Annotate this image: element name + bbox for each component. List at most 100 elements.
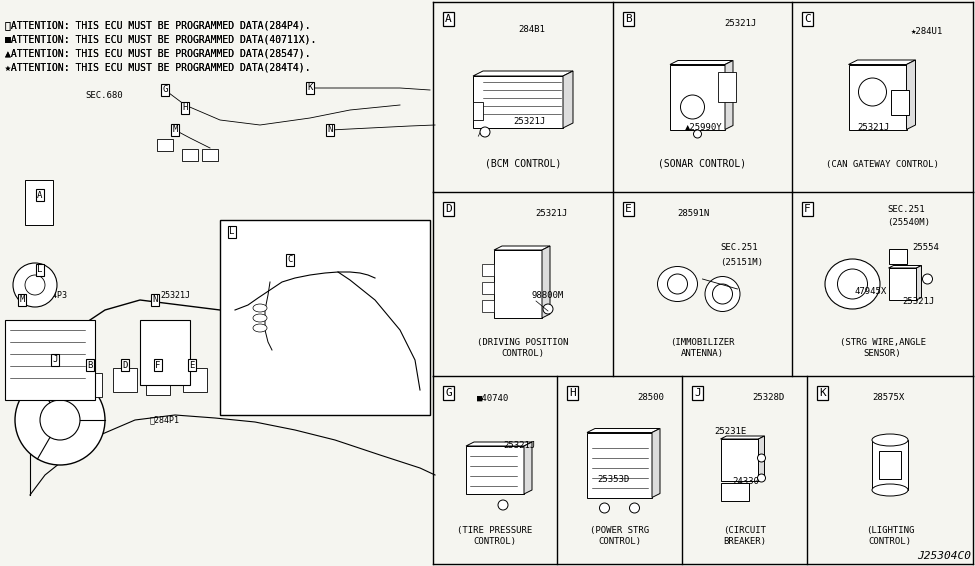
Circle shape: [15, 375, 105, 465]
Text: 25321J: 25321J: [724, 19, 757, 28]
Text: 25328D: 25328D: [753, 393, 785, 402]
Text: 25321J: 25321J: [903, 297, 935, 306]
Text: SEC.251: SEC.251: [721, 242, 759, 251]
Text: C: C: [288, 255, 292, 264]
Text: ▲25990Y: ▲25990Y: [684, 122, 722, 131]
Polygon shape: [916, 265, 921, 300]
Ellipse shape: [657, 267, 697, 302]
Text: D: D: [445, 204, 451, 214]
Text: 28500: 28500: [638, 393, 664, 402]
Bar: [888, 248, 907, 264]
Text: N: N: [328, 126, 332, 135]
Text: 28575X: 28575X: [872, 393, 904, 402]
Text: (BCM CONTROL): (BCM CONTROL): [485, 159, 562, 169]
Polygon shape: [587, 428, 660, 432]
Circle shape: [713, 284, 732, 304]
Polygon shape: [652, 428, 660, 498]
Ellipse shape: [705, 277, 740, 311]
Bar: [879, 451, 901, 479]
Text: ★ATTENTION: THIS ECU MUST BE PROGRAMMED DATA(284T4).: ★ATTENTION: THIS ECU MUST BE PROGRAMMED …: [5, 62, 310, 72]
Text: 25321J: 25321J: [513, 118, 545, 126]
Bar: [482, 282, 494, 294]
Text: H: H: [182, 104, 187, 113]
Text: J25304C0: J25304C0: [917, 551, 971, 561]
Text: 25353D: 25353D: [598, 474, 630, 483]
Bar: [183, 368, 207, 392]
Bar: [888, 268, 916, 300]
Polygon shape: [759, 436, 764, 481]
Text: (LIGHTING
CONTROL): (LIGHTING CONTROL): [866, 526, 915, 546]
Text: ※ATTENTION: THIS ECU MUST BE PROGRAMMED DATA(284P4).: ※ATTENTION: THIS ECU MUST BE PROGRAMMED …: [5, 20, 310, 30]
Bar: [220, 220, 430, 415]
Circle shape: [668, 274, 687, 294]
Bar: [140, 320, 190, 385]
Text: ★284U1: ★284U1: [911, 28, 943, 36]
Ellipse shape: [872, 434, 908, 446]
Circle shape: [758, 474, 765, 482]
Bar: [872, 440, 908, 490]
Bar: [721, 439, 759, 481]
Text: 25321J: 25321J: [503, 441, 535, 451]
Circle shape: [25, 275, 45, 295]
Polygon shape: [542, 246, 550, 318]
Polygon shape: [721, 436, 764, 439]
Text: L: L: [37, 265, 43, 275]
Circle shape: [600, 503, 609, 513]
Text: F: F: [804, 204, 811, 214]
Bar: [182, 149, 198, 161]
Bar: [848, 65, 907, 130]
Bar: [494, 250, 542, 318]
Text: 25321J: 25321J: [160, 290, 190, 299]
Circle shape: [630, 503, 640, 513]
Text: E: E: [189, 361, 195, 370]
Text: 25554: 25554: [913, 242, 939, 251]
Bar: [670, 65, 725, 130]
Text: J: J: [53, 355, 58, 365]
Text: A: A: [445, 14, 451, 24]
Ellipse shape: [253, 314, 267, 322]
Polygon shape: [473, 71, 573, 76]
Polygon shape: [563, 71, 573, 128]
Polygon shape: [725, 61, 733, 130]
Polygon shape: [524, 442, 532, 494]
Bar: [473, 102, 483, 120]
Text: SEC.465: SEC.465: [271, 350, 309, 359]
Bar: [718, 72, 735, 102]
Text: N: N: [152, 295, 158, 305]
Text: ■40740: ■40740: [477, 393, 509, 402]
Bar: [25, 180, 53, 225]
Text: 24330: 24330: [732, 478, 760, 487]
Text: M: M: [20, 295, 24, 305]
Polygon shape: [670, 61, 733, 65]
Text: (46501): (46501): [271, 366, 309, 375]
Circle shape: [922, 274, 932, 284]
Text: G: G: [162, 85, 168, 95]
Text: 28591N: 28591N: [678, 209, 710, 218]
Text: A: A: [37, 191, 43, 199]
Text: 25231E: 25231E: [715, 427, 747, 435]
Text: B: B: [88, 361, 93, 370]
Text: (SEAT BELT SENSOR): (SEAT BELT SENSOR): [265, 401, 355, 409]
Circle shape: [543, 304, 553, 314]
Bar: [146, 371, 170, 395]
Circle shape: [498, 500, 508, 510]
Polygon shape: [494, 246, 550, 250]
Bar: [78, 373, 102, 397]
Text: (25151M): (25151M): [721, 258, 763, 267]
Text: ■ATTENTION: THIS ECU MUST BE PROGRAMMED DATA(40711X).: ■ATTENTION: THIS ECU MUST BE PROGRAMMED …: [5, 34, 316, 44]
Polygon shape: [848, 60, 916, 65]
Text: (25540M): (25540M): [887, 218, 930, 228]
Text: SEC.251: SEC.251: [887, 205, 925, 215]
Ellipse shape: [872, 484, 908, 496]
Bar: [157, 139, 173, 151]
Text: 25321J: 25321J: [535, 209, 567, 218]
Bar: [202, 149, 218, 161]
Text: (SONAR CONTROL): (SONAR CONTROL): [658, 159, 747, 169]
Text: H: H: [569, 388, 576, 398]
Text: (CAN GATEWAY CONTROL): (CAN GATEWAY CONTROL): [826, 160, 939, 169]
Bar: [482, 264, 494, 276]
Bar: [113, 368, 137, 392]
Text: B: B: [625, 14, 632, 24]
Polygon shape: [466, 442, 532, 446]
Bar: [587, 432, 652, 498]
